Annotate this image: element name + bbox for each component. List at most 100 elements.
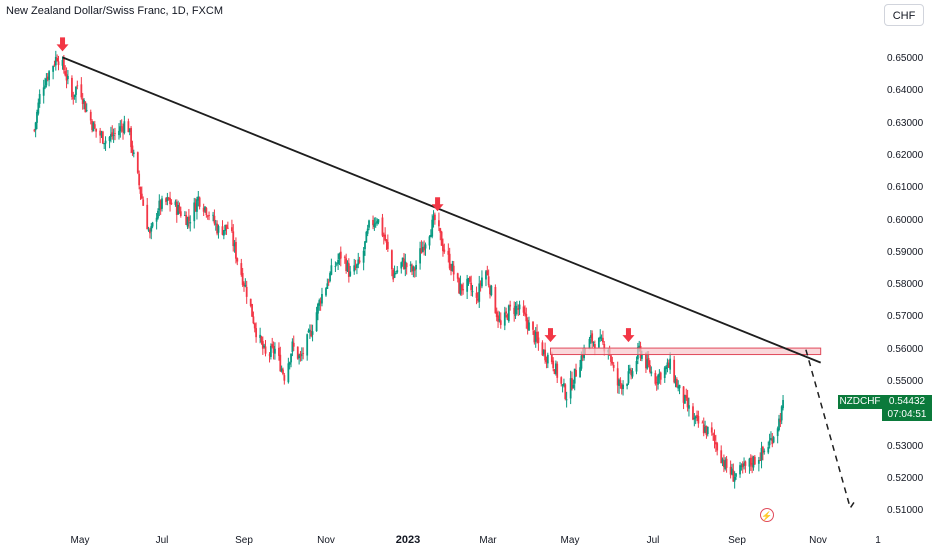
candle-body	[338, 253, 341, 260]
projection-path[interactable]	[805, 349, 857, 510]
candle-body	[38, 93, 41, 104]
candle-body	[409, 264, 412, 266]
price-tick-label: 0.57000	[887, 311, 924, 323]
candle-body	[725, 458, 728, 468]
candle-body	[34, 122, 37, 131]
candle-body	[405, 263, 408, 268]
candle-body	[678, 384, 681, 389]
candle-body	[647, 358, 650, 366]
candle-body	[264, 346, 267, 354]
candle-body	[630, 370, 633, 376]
candle-body	[495, 311, 498, 318]
candle-body	[561, 384, 564, 386]
time-tick-label: Jul	[646, 535, 660, 546]
flash-icon[interactable]: ⚡	[760, 508, 774, 522]
candle-body	[432, 215, 435, 221]
down-arrow-icon[interactable]	[56, 37, 69, 52]
candle-body	[334, 266, 337, 267]
candle-body	[631, 371, 634, 377]
candle-body	[368, 220, 370, 228]
candle-body	[542, 350, 545, 354]
candle-body	[37, 102, 40, 114]
candle-body	[638, 345, 641, 348]
down-arrow-icon[interactable]	[544, 328, 557, 343]
down-arrow-icon[interactable]	[622, 328, 635, 343]
candle-body	[599, 336, 602, 339]
candle-body	[212, 214, 214, 216]
candle-body	[429, 234, 432, 238]
candle-body	[716, 443, 719, 451]
candle-body	[194, 203, 197, 212]
candle-body	[197, 196, 200, 201]
candle-body	[688, 405, 690, 409]
candle-body	[744, 461, 747, 466]
candle-body	[475, 292, 478, 298]
candle-body	[65, 74, 68, 81]
candle-body	[186, 217, 189, 227]
candle-body	[751, 462, 754, 467]
candle-body	[99, 130, 102, 136]
candle-body	[760, 447, 763, 461]
candle-body	[193, 202, 196, 222]
candle-body	[513, 307, 516, 315]
currency-selector[interactable]: CHF	[884, 4, 924, 26]
candle-body	[349, 271, 352, 276]
candle-body	[81, 98, 84, 105]
candle-body	[392, 269, 395, 280]
resistance-zone[interactable]	[549, 347, 822, 356]
price-tick-label: 0.64000	[887, 85, 924, 97]
candle-body	[75, 86, 77, 95]
candle-body	[526, 320, 529, 330]
candle-body	[274, 348, 276, 354]
down-arrow-icon[interactable]	[431, 197, 444, 212]
candle-body	[487, 276, 490, 286]
candle-body	[384, 234, 387, 241]
candle-body	[723, 461, 725, 468]
candle-body	[580, 355, 583, 369]
candle-body	[329, 273, 331, 282]
candle-body	[57, 61, 60, 66]
candle-body	[581, 353, 584, 358]
candle-body	[620, 384, 623, 390]
candle-body	[569, 378, 572, 399]
candle-body	[302, 353, 305, 355]
candle-body	[509, 304, 512, 307]
candle-body	[645, 353, 647, 369]
candle-body	[221, 226, 224, 235]
candle-body	[486, 270, 489, 276]
candle-body	[139, 187, 142, 194]
candle-body	[546, 354, 549, 364]
candle-body	[646, 359, 649, 369]
candle-body	[353, 265, 356, 272]
candle-body	[224, 224, 227, 231]
candle-body	[468, 277, 471, 282]
candle-body	[741, 463, 744, 468]
candle-body	[433, 214, 436, 220]
candle-body	[326, 283, 329, 289]
candle-body	[149, 229, 151, 234]
time-tick-label: Nov	[809, 535, 827, 546]
candle-body	[686, 397, 689, 408]
candle-body	[317, 303, 319, 314]
candle-body	[515, 306, 518, 308]
candle-body	[641, 354, 643, 359]
candle-body	[198, 197, 201, 207]
candle-body	[327, 281, 330, 283]
candle-body	[663, 367, 666, 379]
candle-body	[524, 312, 526, 315]
price-tick-label: 0.56000	[887, 343, 924, 355]
candle-body	[782, 400, 784, 409]
candle-body	[67, 76, 69, 80]
candle-body	[459, 283, 462, 295]
candle-body	[167, 197, 170, 200]
trendline[interactable]	[62, 56, 822, 364]
candle-body	[704, 427, 706, 433]
candle-body	[225, 224, 228, 229]
candle-body	[589, 335, 592, 339]
candle-body	[252, 316, 255, 324]
candle-body	[376, 221, 378, 224]
candle-body	[288, 362, 291, 365]
candle-body	[357, 259, 360, 265]
candle-body	[544, 349, 547, 361]
